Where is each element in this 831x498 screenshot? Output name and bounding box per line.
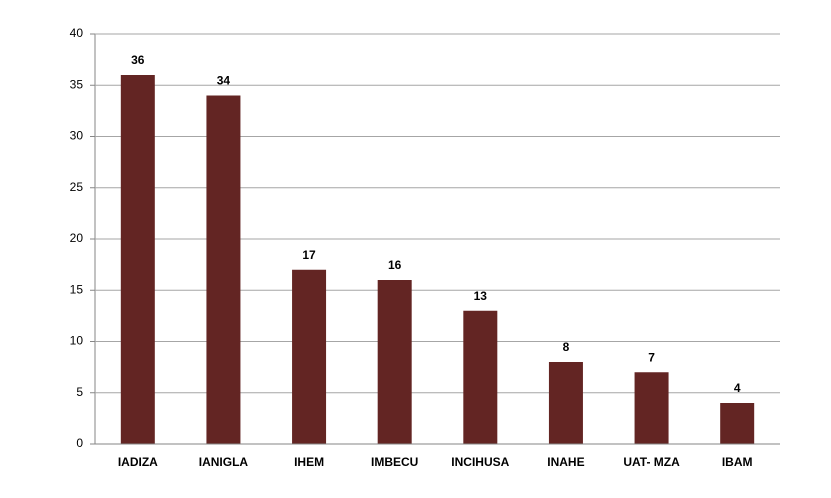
y-tick-label: 0 bbox=[76, 436, 83, 450]
y-tick-label: 10 bbox=[70, 334, 84, 348]
x-tick-label: IBAM bbox=[722, 455, 753, 469]
data-label: 7 bbox=[648, 350, 655, 364]
bar bbox=[548, 362, 583, 444]
y-tick-label: 5 bbox=[76, 385, 83, 399]
data-label: 16 bbox=[388, 258, 402, 272]
x-tick-label: IMBECU bbox=[371, 455, 418, 469]
data-label: 8 bbox=[563, 340, 570, 354]
bar bbox=[292, 269, 327, 444]
y-tick-label: 40 bbox=[70, 26, 84, 40]
bar bbox=[720, 403, 755, 444]
data-label: 36 bbox=[131, 53, 145, 67]
x-tick-label: IHEM bbox=[294, 455, 324, 469]
bar bbox=[377, 280, 412, 444]
x-tick-label: UAT- MZA bbox=[623, 455, 680, 469]
y-tick-label: 20 bbox=[70, 231, 84, 245]
y-tick-label: 30 bbox=[70, 129, 84, 143]
data-label: 13 bbox=[474, 289, 488, 303]
bar bbox=[463, 310, 498, 444]
y-tick-label: 15 bbox=[70, 282, 84, 296]
data-label: 34 bbox=[217, 74, 231, 88]
x-tick-label: INCIHUSA bbox=[451, 455, 509, 469]
data-label: 4 bbox=[734, 381, 741, 395]
bar bbox=[206, 95, 241, 444]
bar bbox=[634, 372, 669, 444]
data-label: 17 bbox=[302, 248, 316, 262]
x-tick-label: IANIGLA bbox=[199, 455, 249, 469]
x-tick-label: IADIZA bbox=[118, 455, 158, 469]
y-tick-label: 25 bbox=[70, 180, 84, 194]
y-tick-label: 35 bbox=[70, 77, 84, 91]
bar bbox=[120, 75, 155, 444]
x-tick-label: INAHE bbox=[547, 455, 584, 469]
